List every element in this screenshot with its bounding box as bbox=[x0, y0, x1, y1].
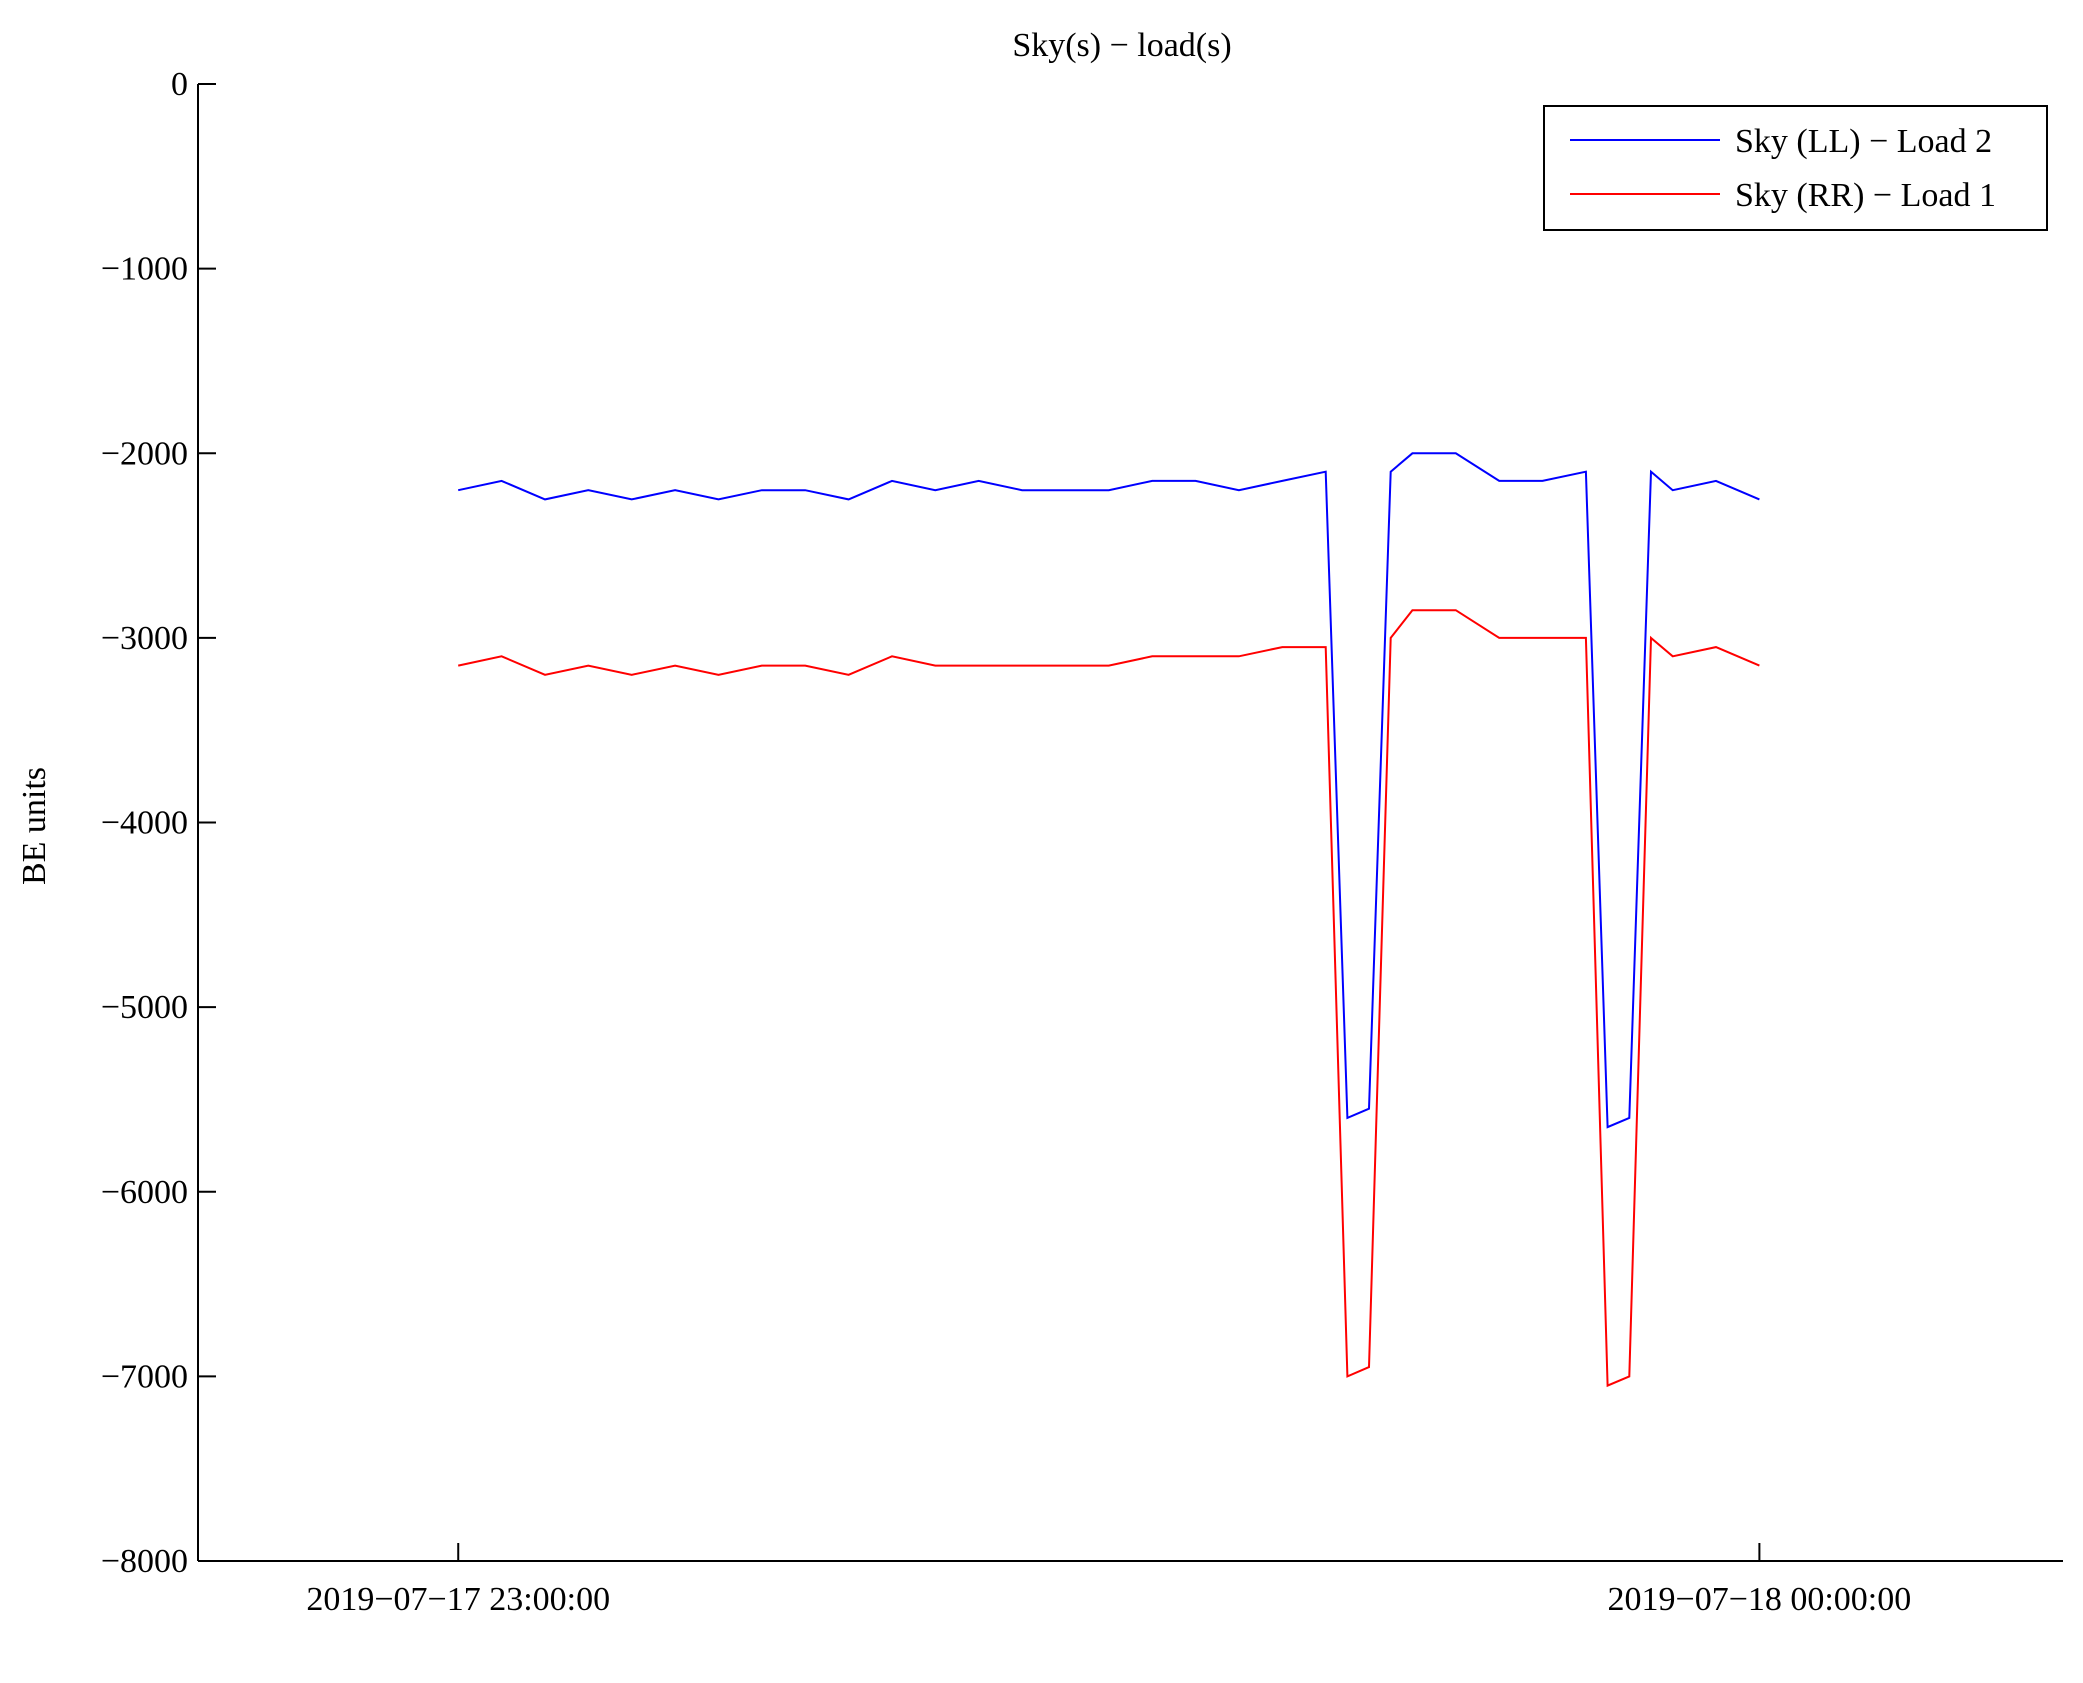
x-tick-label: 2019−07−18 00:00:00 bbox=[1608, 1581, 1912, 1618]
y-tick-label: −3000 bbox=[101, 620, 188, 657]
y-tick-label: −8000 bbox=[101, 1543, 188, 1580]
y-tick-label: −6000 bbox=[101, 1174, 188, 1211]
y-tick-label: 0 bbox=[171, 66, 188, 103]
legend: Sky (LL) − Load 2 Sky (RR) − Load 1 bbox=[1543, 105, 2048, 231]
y-axis-label: BE units bbox=[16, 767, 53, 885]
y-tick-label: −4000 bbox=[101, 805, 188, 842]
series-line-ll bbox=[457, 452, 1760, 1129]
legend-label-rr: Sky (RR) − Load 1 bbox=[1735, 177, 1996, 214]
y-tick-label: −1000 bbox=[101, 251, 188, 288]
series-line-rr bbox=[457, 609, 1760, 1388]
legend-box bbox=[1543, 105, 2048, 231]
x-ticks: 2019−07−17 23:00:00 2019−07−18 00:00:00 bbox=[306, 1543, 1911, 1618]
y-tick-label: −7000 bbox=[101, 1358, 188, 1395]
y-ticks: 0 −1000 −2000 −3000 −4000 −5000 −6000 −7000 −800… bbox=[101, 66, 216, 1580]
chart-title: Sky(s) − load(s) bbox=[1012, 27, 1231, 64]
y-tick-label: −5000 bbox=[101, 989, 188, 1026]
legend-label-ll: Sky (LL) − Load 2 bbox=[1735, 123, 1992, 160]
x-tick-label: 2019−07−17 23:00:00 bbox=[306, 1581, 610, 1618]
y-tick-label: −2000 bbox=[101, 435, 188, 472]
series-lines bbox=[457, 452, 1760, 1388]
